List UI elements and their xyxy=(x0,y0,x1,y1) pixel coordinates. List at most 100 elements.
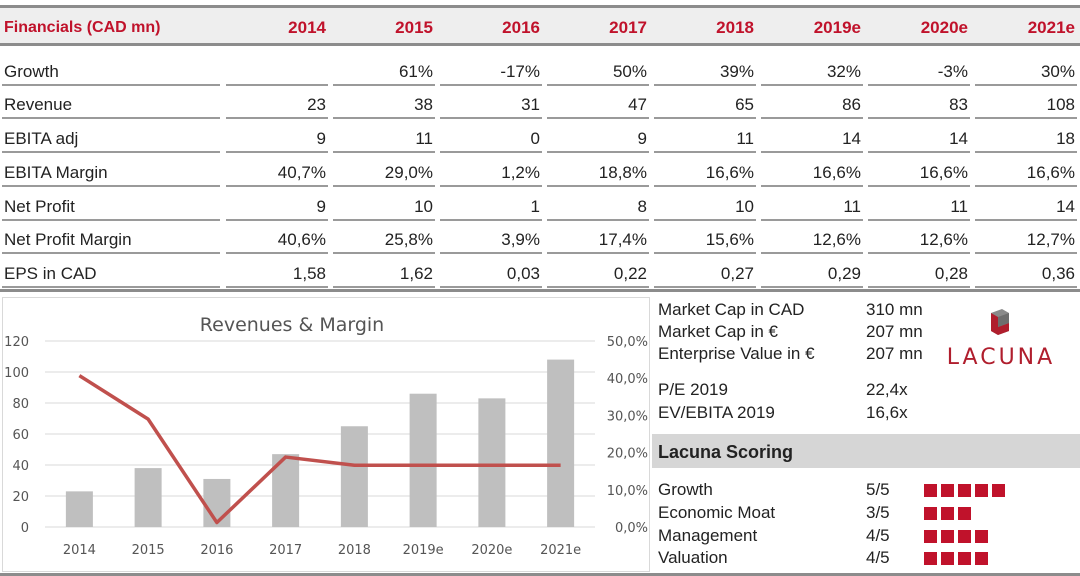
score-squares xyxy=(924,507,971,521)
table-cell: 9 xyxy=(637,129,647,148)
score-square xyxy=(958,552,971,565)
cell-underline xyxy=(333,219,435,221)
cell-underline xyxy=(547,286,649,288)
table-cell: -3% xyxy=(937,62,968,81)
cell-underline xyxy=(868,252,970,254)
cell-underline xyxy=(654,151,756,153)
cell-underline xyxy=(333,84,435,86)
table-cell: 8 xyxy=(637,197,647,216)
market-cap-cad-value: 310 mn xyxy=(866,300,923,319)
table-cell: 9 xyxy=(316,129,326,148)
table-cell: 1,2% xyxy=(501,163,540,182)
chart-title: Revenues & Margin xyxy=(200,314,384,336)
info-panel: Market Cap in CAD 310 mn Market Cap in €… xyxy=(652,297,1080,572)
table-cell: 32% xyxy=(826,62,861,81)
cell-underline xyxy=(226,151,328,153)
score-square xyxy=(924,484,937,497)
cell-underline xyxy=(226,286,328,288)
cell-underline xyxy=(440,252,542,254)
y-left-tick-label: 20 xyxy=(12,490,29,505)
score-square xyxy=(958,484,971,497)
table-row: EBITA Margin 40,7% 29,0% 1,2% 18,8% 16,6% 16,6… xyxy=(0,155,1080,189)
cell-underline xyxy=(226,185,328,187)
score-label: Management xyxy=(658,526,758,545)
score-value: 4/5 xyxy=(866,526,890,545)
score-square xyxy=(975,552,988,565)
cell-underline xyxy=(761,151,863,153)
table-cell: 31 xyxy=(521,95,540,114)
table-row: Revenue 23 38 31 47 65 86 83 108 xyxy=(0,87,1080,121)
table-cell: 86 xyxy=(842,95,861,114)
lacuna-logo-icon xyxy=(991,309,1009,335)
y-right-tick-label: 30,0% xyxy=(607,409,648,424)
score-square xyxy=(958,507,971,520)
score-value: 4/5 xyxy=(866,548,890,567)
cell-underline xyxy=(226,84,328,86)
row-label: EBITA Margin xyxy=(4,163,108,182)
table-cell: 0,03 xyxy=(506,264,540,283)
year-header: 2021e xyxy=(1027,18,1075,37)
table-cell: 18 xyxy=(1056,129,1075,148)
score-square xyxy=(975,484,988,497)
scoring-title: Lacuna Scoring xyxy=(658,442,794,462)
table-cell: 3,9% xyxy=(501,230,540,249)
cell-underline xyxy=(761,252,863,254)
table-cell: 83 xyxy=(949,95,968,114)
table-cell: 0,29 xyxy=(827,264,861,283)
table-cell: 16,6% xyxy=(919,163,968,182)
table-cell: 10 xyxy=(735,197,754,216)
score-square xyxy=(941,530,954,543)
score-label: Valuation xyxy=(658,548,728,567)
y-right-tick-label: 20,0% xyxy=(607,447,648,462)
cell-underline xyxy=(2,84,220,86)
enterprise-value-label: Enterprise Value in € xyxy=(658,344,815,363)
table-cell: 0,27 xyxy=(720,264,754,283)
score-square xyxy=(924,552,937,565)
table-cell: 16,6% xyxy=(812,163,861,182)
table-cell: -17% xyxy=(500,62,540,81)
table-cell: 11 xyxy=(950,197,968,216)
y-left-tick-label: 80 xyxy=(12,397,29,412)
score-value: 3/5 xyxy=(866,503,890,522)
cell-underline xyxy=(975,84,1077,86)
revenue-bar xyxy=(65,491,93,527)
table-cell: 9 xyxy=(316,197,326,216)
cell-underline xyxy=(868,151,970,153)
table-cell: 18,8% xyxy=(598,163,647,182)
year-header: 2017 xyxy=(609,18,647,37)
row-label: Net Profit xyxy=(4,197,75,216)
table-row: EPS in CAD 1,58 1,62 0,03 0,22 0,27 0,29 0,28 0,… xyxy=(0,256,1080,290)
cell-underline xyxy=(547,219,649,221)
cell-underline xyxy=(440,286,542,288)
table-cell: 0 xyxy=(530,129,540,148)
x-tick-label: 2016 xyxy=(200,543,233,558)
cell-underline xyxy=(654,117,756,119)
y-right-tick-label: 10,0% xyxy=(607,484,648,499)
table-cell: 14 xyxy=(842,129,861,148)
table-cell: 65 xyxy=(735,95,754,114)
y-right-tick-label: 40,0% xyxy=(607,372,648,387)
ev-ebita-label: EV/EBITA 2019 xyxy=(658,403,775,422)
cell-underline xyxy=(547,252,649,254)
x-tick-label: 2019e xyxy=(403,543,444,558)
top-rule xyxy=(0,5,1080,8)
table-cell: 11 xyxy=(843,197,861,216)
market-cap-eur-label: Market Cap in € xyxy=(658,322,778,341)
table-cell: 39% xyxy=(719,62,754,81)
cell-underline xyxy=(440,219,542,221)
cell-underline xyxy=(868,185,970,187)
year-header: 2018 xyxy=(716,18,754,37)
table-row: Growth 61% -17% 50% 39% 32% -3% 30% xyxy=(0,54,1080,88)
score-square xyxy=(958,530,971,543)
revenue-bar xyxy=(340,426,368,527)
cell-underline xyxy=(975,219,1077,221)
table-cell: 47 xyxy=(628,95,647,114)
year-header: 2019e xyxy=(813,18,861,37)
row-label: Net Profit Margin xyxy=(4,230,132,249)
table-cell: 16,6% xyxy=(1026,163,1075,182)
cell-underline xyxy=(975,117,1077,119)
y-left-tick-label: 40 xyxy=(12,459,29,474)
cell-underline xyxy=(761,185,863,187)
cell-underline xyxy=(761,117,863,119)
score-label: Economic Moat xyxy=(658,503,776,522)
